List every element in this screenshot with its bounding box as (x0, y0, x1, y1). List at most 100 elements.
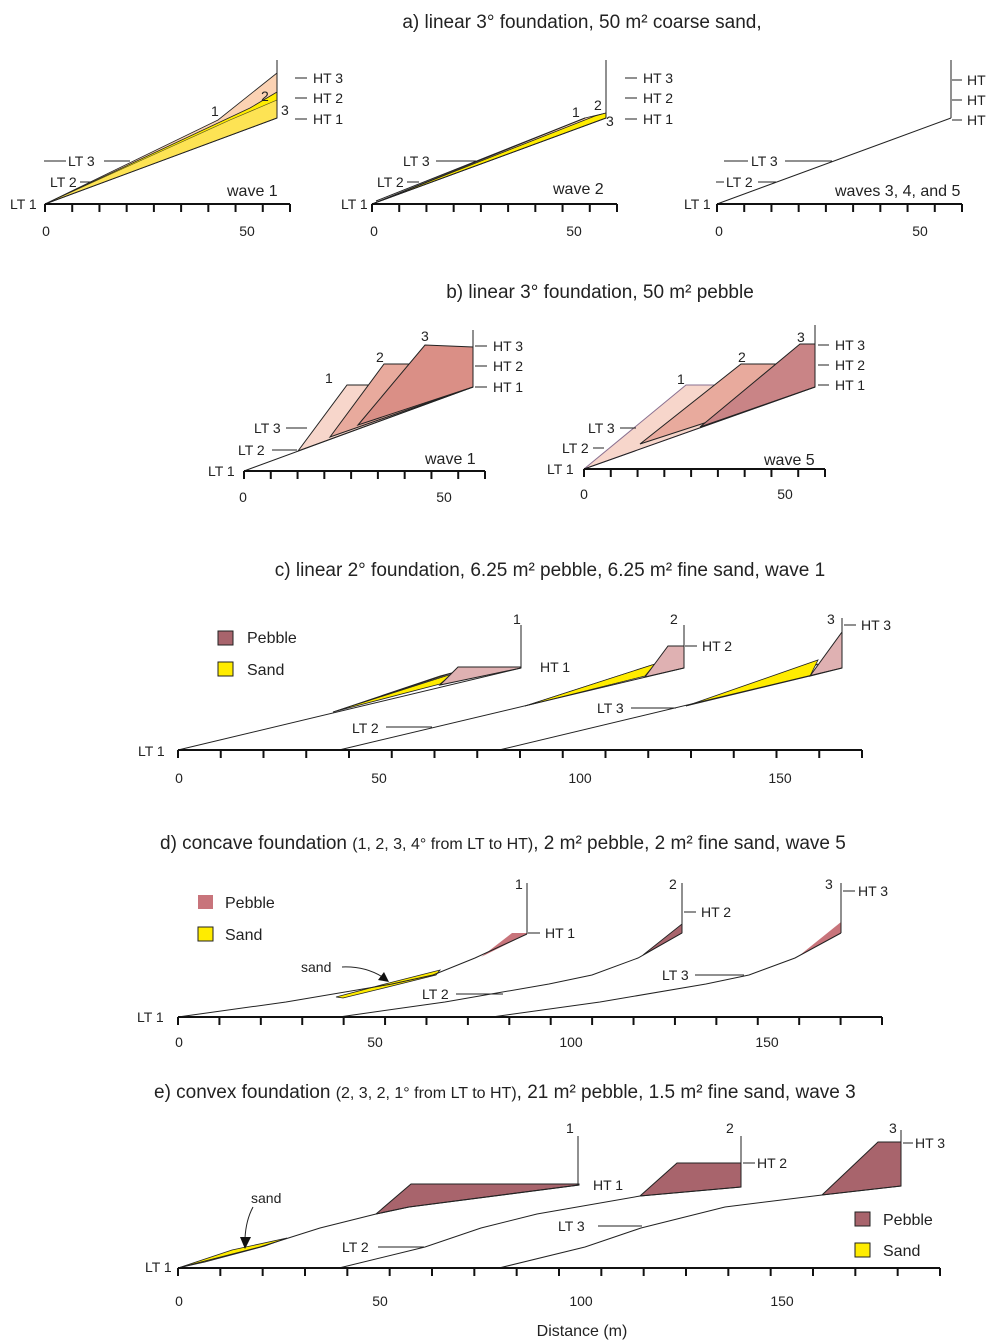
x-axis (371, 203, 618, 212)
panel-a: a) linear 3° foundation, 50 m² coarse sa… (10, 12, 986, 239)
ht3-label: HT 3 (643, 70, 673, 86)
foundation-line (583, 386, 816, 470)
lt2-label: LT 2 (50, 174, 77, 190)
foundation-line (44, 117, 278, 205)
x-tick-label-0: 0 (175, 1034, 183, 1050)
legend-pebble-label: Pebble (225, 895, 275, 912)
x-tick-label-0: 0 (580, 486, 588, 502)
profile-number-2: 2 (669, 876, 677, 892)
panel-a-wave2: LT 3 LT 2 LT 1 HT 3 HT 2 HT 1 1 2 3 wave… (341, 60, 673, 239)
legend-pebble-swatch (198, 895, 213, 909)
foundation-line-1 (177, 1184, 580, 1269)
foundation-line-2 (338, 932, 683, 1018)
lt2-label: LT 2 (377, 174, 404, 190)
pebble-wedge-2 (642, 923, 683, 956)
ht2-label: HT 2 (643, 90, 673, 106)
sand-fill-3 (685, 659, 819, 707)
lt1-label: LT 1 (138, 743, 165, 759)
sand-annotation-arrow (341, 966, 385, 979)
profile-number-1: 1 (211, 103, 219, 119)
x-axis (177, 1016, 883, 1025)
x-axis (716, 203, 963, 212)
sand-annotation: sand (301, 959, 331, 975)
profile-number-1: 1 (572, 104, 580, 120)
pebble-wedge-3 (800, 922, 841, 955)
x-tick-label-0: 0 (239, 489, 247, 505)
foundation-line-1 (177, 667, 522, 751)
profile-line-1 (375, 117, 586, 202)
sand-annotation: sand (251, 1190, 281, 1206)
foundation-line (243, 386, 474, 472)
legend-pebble-swatch (217, 630, 234, 646)
lt3-label: LT 3 (597, 700, 624, 716)
ht2-label: HT 2 (835, 357, 865, 373)
x-tick-label-0: 0 (715, 223, 723, 239)
ht1-label: HT 1 (540, 659, 570, 675)
wave-label: wave 1 (226, 183, 278, 200)
panel-a-wave1: LT 3 LT 2 LT 1 HT 3 HT 2 HT 1 1 2 3 wave… (10, 60, 343, 239)
lt1-label: LT 1 (137, 1009, 164, 1025)
x-tick-label-50: 50 (239, 223, 255, 239)
legend-pebble-swatch (854, 1211, 871, 1227)
x-tick-label-100: 100 (569, 1293, 593, 1309)
foundation-line (371, 117, 607, 205)
x-tick-label-50: 50 (371, 770, 387, 786)
profile-number-3: 3 (281, 102, 289, 118)
ht1-label: HT 1 (593, 1177, 623, 1193)
wave-label: wave 2 (552, 181, 604, 198)
ht2-label: HT 2 (702, 638, 732, 654)
foundation-line-2 (338, 1186, 742, 1269)
legend-sand-label: Sand (247, 662, 284, 679)
ht1-label: HT 1 (545, 925, 575, 941)
foundation-line (716, 117, 952, 205)
x-axis (44, 203, 291, 212)
x-tick-label-100: 100 (559, 1034, 583, 1050)
x-tick-label-50: 50 (912, 223, 928, 239)
profile-number-1: 1 (513, 611, 521, 627)
foundation-line-3 (498, 667, 843, 751)
legend-sand-swatch (854, 1242, 871, 1258)
profile-number-3: 3 (606, 113, 614, 129)
lt3-label: LT 3 (403, 153, 430, 169)
lt1-label: LT 1 (684, 196, 711, 212)
profile-number-1: 1 (677, 371, 685, 387)
x-tick-label-0: 0 (42, 223, 50, 239)
lt2-label: LT 2 (726, 174, 753, 190)
legend-sand-swatch (197, 926, 214, 942)
legend-sand-swatch (217, 661, 234, 677)
x-tick-label-0: 0 (175, 770, 183, 786)
sand-annotation-arrow (244, 1206, 254, 1239)
profile-number-3: 3 (797, 329, 805, 345)
profile-number-2: 2 (594, 97, 602, 113)
lt3-label: LT 3 (662, 967, 689, 983)
x-axis (583, 468, 826, 477)
ht3-label: HT 3 (493, 338, 523, 354)
profile-number-3: 3 (825, 876, 833, 892)
x-axis (177, 1267, 941, 1276)
lt1-label: LT 1 (145, 1259, 172, 1275)
panel-a-title: a) linear 3° foundation, 50 m² coarse sa… (402, 12, 761, 33)
ht1-label: HT 1 (643, 111, 673, 127)
ht3-label: HT 3 (861, 617, 891, 633)
x-axis-title: Distance (m) (537, 1323, 628, 1340)
lt3-label: LT 3 (751, 153, 778, 169)
legend-pebble-label: Pebble (247, 630, 297, 647)
lt3-label: LT 3 (254, 420, 281, 436)
lt3-label: LT 3 (558, 1218, 585, 1234)
profile-number-1: 1 (566, 1120, 574, 1136)
profile-number-2: 2 (670, 611, 678, 627)
lt2-label: LT 2 (422, 986, 449, 1002)
panel-b-wave1: LT 3 LT 2 LT 1 HT 3 HT 2 HT 1 1 2 3 wave… (208, 328, 523, 505)
profile-number-3: 3 (421, 328, 429, 344)
lt3-label: LT 3 (588, 420, 615, 436)
foundation-line-2 (338, 667, 685, 751)
foundation-line-3 (491, 932, 842, 1018)
ht3-label: HT 3 (835, 337, 865, 353)
x-tick-label-50: 50 (367, 1034, 383, 1050)
legend-pebble-label: Pebble (883, 1212, 933, 1229)
ht1-label: HT 1 (493, 379, 523, 395)
profile-number-2: 2 (261, 88, 269, 104)
ht3-label: HT 3 (313, 70, 343, 86)
panel-e-title: e) convex foundation (2, 3, 2, 1° from L… (154, 1082, 856, 1103)
profile-number-2: 2 (738, 349, 746, 365)
